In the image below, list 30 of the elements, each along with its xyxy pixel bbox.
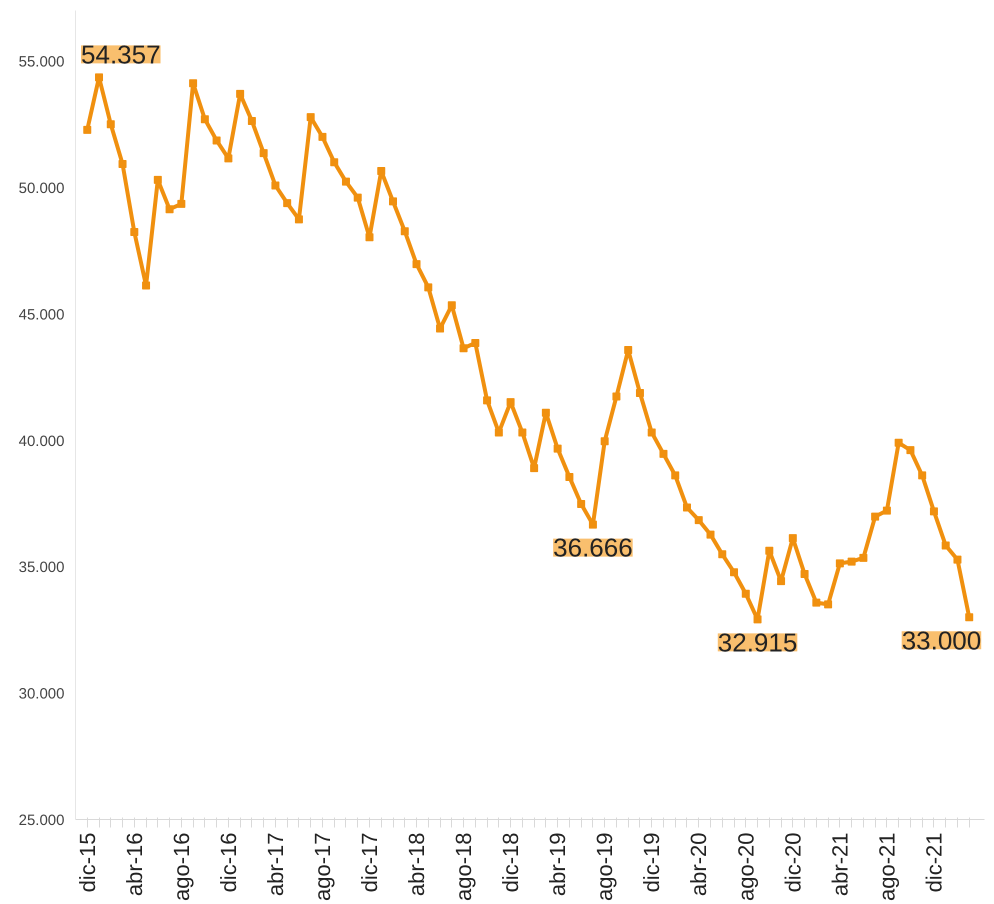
y-tick-label: 45.000 [18, 306, 65, 324]
data-label: 33.000 [902, 625, 982, 656]
x-tick-label: dic-21 [921, 832, 946, 892]
x-tick-label: abr-16 [122, 832, 147, 896]
x-tick-label: abr-20 [686, 832, 712, 896]
x-tick-label: dic-20 [780, 832, 806, 892]
x-tick-label: dic-15 [74, 832, 100, 892]
x-tick-label: dic-18 [498, 832, 524, 892]
y-tick-label: 50.000 [18, 180, 65, 197]
x-tick-label: dic-17 [356, 832, 382, 892]
x-tick-label: dic-16 [216, 832, 241, 892]
y-tick-label: 25.000 [18, 812, 65, 829]
x-tick-label: abr-17 [262, 832, 288, 896]
x-tick-label: ago-16 [168, 832, 194, 902]
y-tick-label: 30.000 [18, 686, 65, 703]
data-label: 32.915 [718, 627, 798, 658]
x-tick-label: abr-21 [827, 832, 852, 896]
data-label: 54.357 [81, 39, 161, 70]
x-tick-label: ago-17 [310, 832, 335, 902]
x-tick-label: abr-19 [545, 832, 570, 896]
x-tick-label: ago-19 [592, 832, 618, 902]
x-tick-label: ago-20 [733, 832, 758, 902]
y-tick-label: 35.000 [18, 559, 65, 576]
x-tick-label: dic-19 [639, 832, 664, 892]
x-tick-label: abr-18 [404, 832, 430, 896]
y-tick-label: 40.000 [18, 432, 65, 450]
y-tick-label: 55.000 [18, 54, 65, 71]
x-tick-label: ago-18 [451, 832, 476, 902]
x-tick-label: ago-21 [874, 832, 900, 902]
data-label: 36.666 [553, 532, 633, 563]
